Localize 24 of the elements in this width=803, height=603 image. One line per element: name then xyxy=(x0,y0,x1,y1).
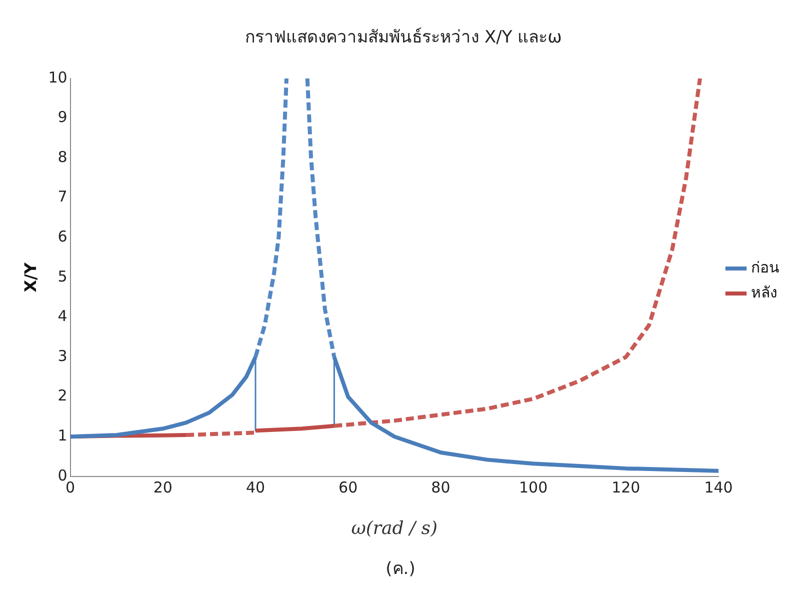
y-tick-label: 1 xyxy=(58,426,68,444)
x-tick-label: 120 xyxy=(612,478,640,496)
x-tick-label: 140 xyxy=(704,478,733,496)
y-tick-label: 2 xyxy=(58,386,68,405)
legend-label: หลัง xyxy=(751,283,777,302)
y-tick-label: 10 xyxy=(48,68,68,86)
y-tick-label: 3 xyxy=(58,346,68,365)
x-axis-title: ω(rad / s) xyxy=(351,518,438,539)
y-tick-label: 6 xyxy=(58,227,68,246)
chart-title: กราฟแสดงความสัมพันธ์ระหว่าง X/Y และω xyxy=(245,28,562,48)
y-tick-label: 7 xyxy=(58,188,68,206)
text: (ค.) xyxy=(384,558,416,581)
x-tick-label: 40 xyxy=(246,478,266,496)
y-tick-label: 9 xyxy=(58,108,68,126)
x-tick-label: 100 xyxy=(518,478,548,496)
y-tick-label: 5 xyxy=(58,267,68,286)
y-tick-label: 0 xyxy=(58,466,68,484)
y-tick-label: 4 xyxy=(58,307,68,326)
x-tick-label: 20 xyxy=(153,478,172,496)
y-axis-title: X/Y xyxy=(20,262,40,292)
y-tick-label: 8 xyxy=(58,148,68,166)
x-tick-label: 60 xyxy=(338,478,358,496)
x-tick-label: 80 xyxy=(431,478,450,496)
legend-label: ก่อน xyxy=(751,258,779,276)
